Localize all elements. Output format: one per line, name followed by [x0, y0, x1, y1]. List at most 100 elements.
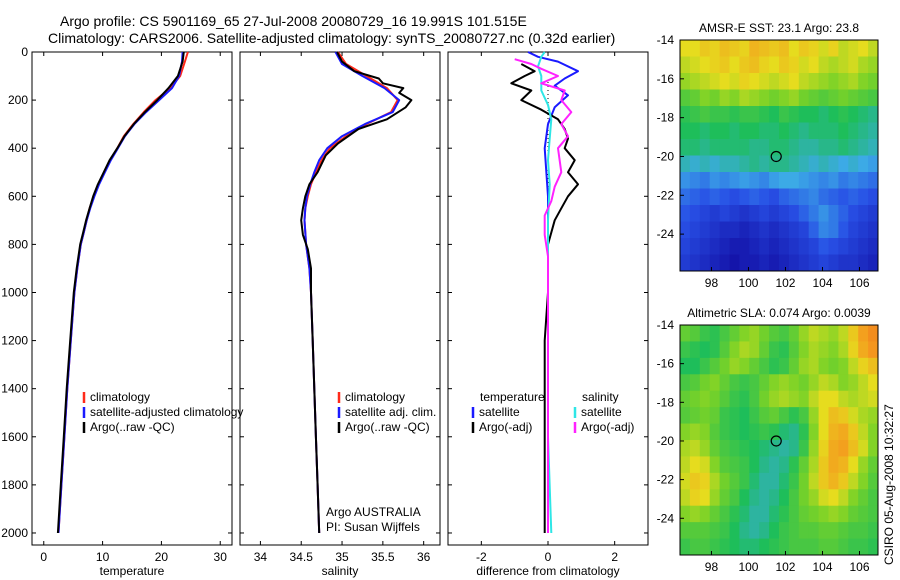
sla-map-cell [838, 505, 849, 523]
title-line-2: Climatology: CARS2006. Satellite-adjuste… [48, 30, 615, 46]
depth-tick-label: 1000 [1, 285, 28, 299]
argo-location-marker [770, 150, 782, 163]
sst-map-cell [769, 205, 780, 222]
sst-map-cell [749, 188, 760, 206]
sla-map-cell [828, 538, 839, 556]
sst-map-cell [769, 172, 780, 189]
sla-map-cell [808, 374, 819, 392]
diff-legend-heading-temperature: temperature [480, 390, 545, 404]
sst-map-cell [769, 40, 780, 57]
sst-map-cell [868, 106, 879, 123]
sst-map-ytick-label: -20 [657, 149, 675, 163]
sst-map-cell [689, 139, 701, 156]
temp-legend-1-label: satellite-adjusted climatology [90, 405, 243, 419]
sla-map-cell [838, 325, 849, 342]
sla-map-cell [798, 341, 810, 359]
sst-map-cell [798, 40, 810, 57]
sla-map-xtick-label: 106 [849, 560, 869, 574]
sla-map-cell [739, 505, 750, 523]
sla-map-cell [788, 440, 800, 457]
sst-map-cell [699, 221, 711, 239]
sla-map-cell [689, 440, 701, 457]
temperature-panel-series-0 [57, 51, 189, 534]
sst-map-cell [680, 155, 691, 173]
sst-map-cell [709, 238, 720, 255]
sla-map-cell [838, 390, 849, 408]
sla-map-cell [680, 325, 691, 342]
sla-map-cell [719, 374, 730, 392]
sla-map-cell [729, 538, 740, 556]
sla-map-cell [719, 538, 730, 556]
sla-map-cell [868, 325, 879, 342]
sst-map-cell [709, 40, 720, 57]
sst-map-ytick-label: -14 [657, 33, 675, 47]
salinity-panel-frame [239, 51, 441, 546]
difference-panel-series-1 [510, 63, 579, 533]
sst-map-cell [798, 238, 810, 255]
sla-map-cell [779, 423, 790, 441]
sla-map-cell [808, 472, 819, 490]
sla-map-cell [739, 538, 750, 556]
sst-map-cell [838, 155, 849, 173]
sla-map-cell [779, 390, 790, 408]
sst-map-cell [680, 89, 691, 107]
sst-map-cell [868, 221, 879, 239]
sst-map-cell [719, 205, 730, 222]
sst-map-cell [828, 155, 839, 173]
sst-map-cell [828, 139, 839, 156]
sla-map-cell [838, 407, 849, 424]
sst-map-cell [759, 122, 770, 140]
sst-map-cell [739, 172, 750, 189]
sst-map-cell [689, 221, 701, 239]
sla-map-cell [759, 538, 770, 556]
sst-map-cell [798, 155, 810, 173]
sla-map-cell [719, 341, 730, 359]
sla-map-cell [769, 325, 780, 342]
sla-map-cell [798, 456, 810, 474]
sla-map-cell [739, 522, 750, 539]
sst-map-cell [868, 56, 879, 74]
sst-map-cell [788, 122, 800, 140]
sla-map-cell [808, 456, 819, 474]
sst-map-cell [759, 73, 770, 90]
sla-map-cell [858, 423, 869, 441]
sal-legend-1-label: satellite adj. clim. [345, 405, 436, 419]
sla-map-cell [769, 341, 780, 359]
sla-map-cell [739, 423, 750, 441]
sst-map-cell [719, 221, 730, 239]
sla-map-cell [808, 423, 819, 441]
sla-map-cell [808, 341, 819, 359]
sst-map-cell [719, 122, 730, 140]
sst-map-cell [838, 172, 849, 189]
sst-map-cell [838, 106, 849, 123]
sla-map-cell [759, 390, 770, 408]
sst-map-cell [828, 56, 839, 74]
sla-map-cell [709, 423, 720, 441]
sst-map-cell [759, 89, 770, 107]
sst-map-cell [699, 238, 711, 255]
sst-map-cell [818, 89, 829, 107]
sst-map-cell [759, 139, 770, 156]
sla-map-cell [828, 325, 839, 342]
sst-map-cell [868, 254, 879, 272]
sla-map-cell [739, 374, 750, 392]
sst-map-cell [838, 89, 849, 107]
sst-map-cell [868, 238, 879, 255]
sst-map-cell [749, 106, 760, 123]
sst-map-cell [759, 56, 770, 74]
sla-map-cell [709, 325, 720, 342]
sst-map-cell [699, 73, 711, 90]
sst-map-cell [680, 188, 691, 206]
sla-map-cell [689, 357, 701, 375]
sst-map-cell [699, 188, 711, 206]
sst-map-cell [749, 40, 760, 57]
sla-map-cell [749, 423, 760, 441]
sla-map-cell [798, 538, 810, 556]
sla-map-cell [828, 505, 839, 523]
sst-map-cell [689, 56, 701, 74]
sst-map-cell [749, 139, 760, 156]
sst-map-cell [749, 122, 760, 140]
sst-map-cell [680, 172, 691, 189]
sla-map-ytick-label: -24 [657, 511, 675, 525]
sst-map-cell [709, 188, 720, 206]
